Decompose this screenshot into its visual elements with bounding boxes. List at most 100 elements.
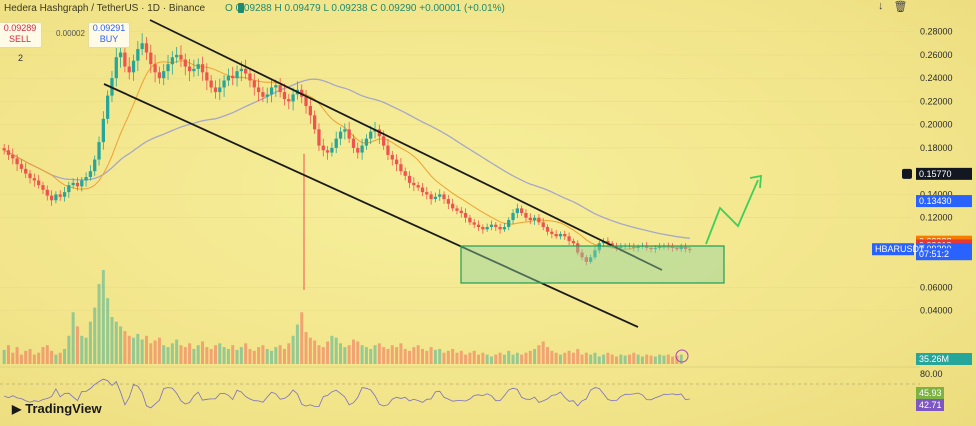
volume-bar bbox=[645, 354, 649, 364]
projection-arrow bbox=[705, 179, 759, 245]
volume-bar bbox=[170, 343, 174, 364]
volume-bar bbox=[11, 352, 15, 364]
volume-bar bbox=[265, 348, 269, 364]
volume-bar bbox=[2, 349, 6, 364]
candle-body bbox=[576, 243, 580, 253]
volume-bar bbox=[287, 343, 291, 364]
lightning-icon bbox=[675, 349, 689, 363]
candle-body bbox=[472, 222, 476, 225]
candle-body bbox=[41, 185, 45, 190]
volume-bar bbox=[485, 354, 489, 364]
volume-bar bbox=[326, 341, 330, 364]
candle-body bbox=[166, 64, 170, 72]
candle-body bbox=[507, 220, 511, 228]
candle-body bbox=[282, 92, 287, 100]
volume-bar bbox=[528, 350, 532, 364]
candle-body bbox=[403, 171, 407, 176]
candle-body bbox=[463, 213, 468, 218]
volume-bar bbox=[356, 341, 360, 364]
volume-bar bbox=[464, 354, 468, 364]
candle-body bbox=[386, 145, 390, 155]
buy-price: 0.09291 bbox=[92, 23, 126, 33]
volume-bar bbox=[640, 356, 644, 364]
volume-bar bbox=[632, 352, 636, 364]
candle-body bbox=[645, 245, 649, 248]
candle-body bbox=[84, 177, 88, 181]
rsi-value-tag bbox=[916, 399, 944, 411]
volume-bar bbox=[140, 339, 144, 364]
candle-body bbox=[235, 71, 239, 79]
volume-bar bbox=[248, 348, 252, 364]
candle-body bbox=[127, 66, 131, 73]
volume-bar bbox=[390, 345, 394, 364]
volume-bar bbox=[132, 337, 136, 364]
sell-button[interactable]: 0.09289 SELL bbox=[0, 22, 42, 48]
candle-body bbox=[37, 180, 41, 186]
logo-text: TradingView bbox=[25, 401, 102, 416]
candle-body bbox=[511, 213, 515, 221]
candle-body bbox=[170, 57, 174, 65]
volume-bar bbox=[321, 347, 325, 364]
candle-body bbox=[269, 87, 274, 95]
candle-body bbox=[226, 75, 231, 81]
candle-body bbox=[256, 87, 261, 93]
y-tick-label: 0.20000 bbox=[920, 120, 953, 130]
volume-bar bbox=[166, 347, 170, 364]
candle-body bbox=[502, 227, 507, 230]
volume-bar bbox=[511, 354, 515, 364]
volume-bar bbox=[291, 335, 295, 364]
volume-bar bbox=[123, 331, 127, 364]
candle-body bbox=[334, 138, 338, 148]
candle-body bbox=[205, 72, 209, 81]
arrow-down-icon[interactable]: ↓ bbox=[878, 0, 884, 12]
candle-body bbox=[317, 129, 321, 146]
volume-bar bbox=[580, 354, 584, 364]
candle-body bbox=[524, 213, 528, 218]
candle-body bbox=[675, 247, 679, 250]
volume-bar bbox=[619, 354, 623, 364]
volume-bar bbox=[666, 354, 670, 364]
candle-body bbox=[632, 246, 636, 248]
volume-bar bbox=[188, 343, 192, 364]
volume-bar bbox=[244, 343, 248, 364]
candle-body bbox=[356, 147, 360, 153]
top-toolbar: ↓ 🗑 bbox=[878, 0, 907, 13]
candle-body bbox=[658, 246, 662, 248]
buy-button[interactable]: 0.09291 BUY bbox=[88, 22, 130, 48]
candle-body bbox=[101, 118, 105, 143]
trash-icon[interactable]: 🗑 bbox=[893, 1, 908, 13]
y-tick-label: 0.04000 bbox=[920, 306, 953, 316]
volume-bar bbox=[369, 348, 373, 364]
volume-bar bbox=[183, 347, 187, 364]
volume-bar bbox=[278, 345, 282, 364]
candle-body bbox=[347, 129, 351, 139]
volume-bar bbox=[313, 340, 317, 364]
volume-bar bbox=[192, 348, 196, 364]
y-tick-label: 0.12000 bbox=[920, 213, 953, 223]
volume-bar bbox=[93, 307, 97, 364]
volume-bar bbox=[261, 345, 265, 364]
candle-body bbox=[364, 138, 369, 146]
volume-bar bbox=[520, 354, 524, 364]
volume-bar bbox=[347, 345, 351, 364]
candle-body bbox=[399, 164, 403, 172]
volume-tag bbox=[916, 353, 972, 365]
volume-bar bbox=[334, 337, 338, 364]
volume-bar bbox=[101, 270, 105, 364]
volume-bar bbox=[71, 312, 75, 364]
candle-body bbox=[200, 64, 205, 73]
volume-tag-label: 35.26M bbox=[919, 354, 949, 364]
volume-bar bbox=[218, 343, 222, 364]
candle-body bbox=[261, 92, 265, 97]
candle-body bbox=[351, 138, 356, 148]
volume-bar bbox=[97, 284, 101, 364]
rsi-value-label: 45.93 bbox=[919, 388, 942, 398]
candle-body bbox=[179, 54, 183, 60]
volume-bar bbox=[304, 332, 308, 364]
candle-body bbox=[416, 185, 420, 188]
candle-body bbox=[291, 94, 295, 102]
candle-body bbox=[75, 182, 80, 187]
volume-bar bbox=[153, 340, 157, 364]
candle-body bbox=[455, 208, 459, 211]
